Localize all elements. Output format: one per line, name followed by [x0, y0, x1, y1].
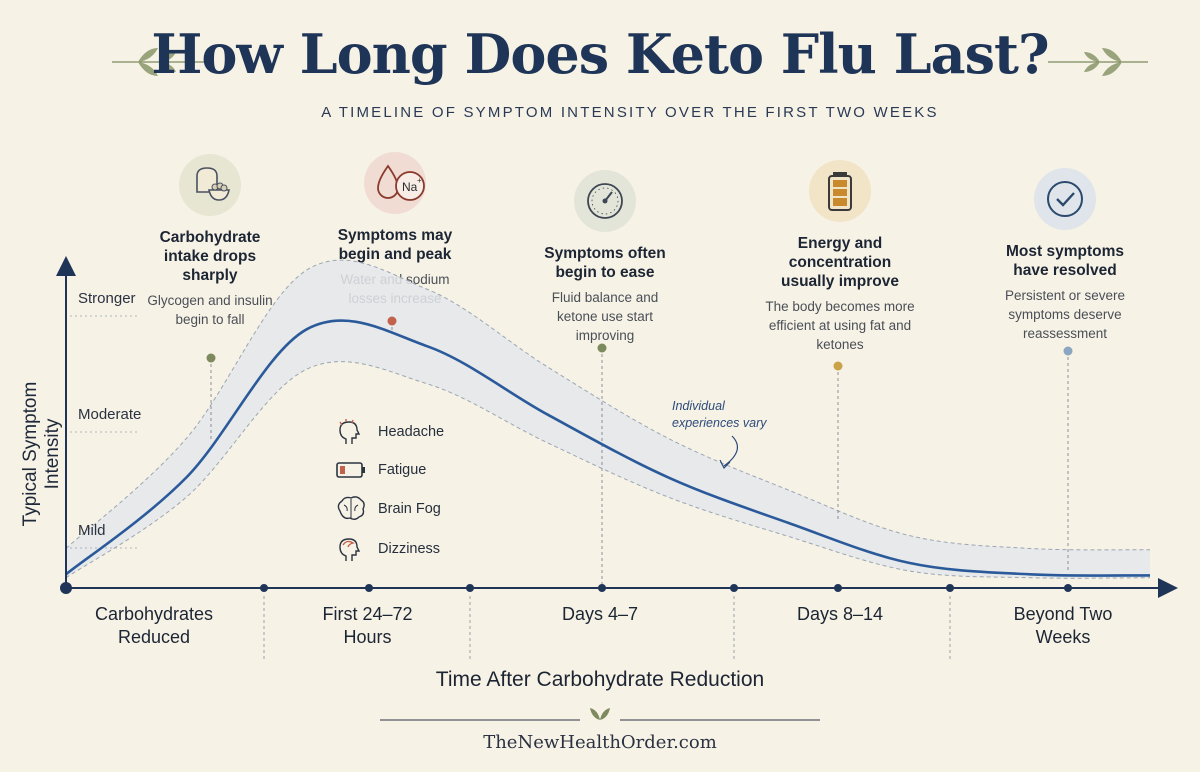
symptom-label: Fatigue: [378, 462, 427, 478]
stage-body: The body becomes more efficient at using…: [765, 299, 915, 352]
y-level-stronger: Stronger: [78, 290, 136, 307]
stage-body: Persistent or severe symptoms deserve re…: [1004, 288, 1126, 341]
svg-text:+: +: [417, 176, 422, 185]
bread-bowl-icon: [179, 154, 241, 216]
y-level-moderate: Moderate: [78, 406, 142, 423]
check-circle-icon: [1034, 168, 1096, 230]
y-axis-title: Typical Symptom Intensity: [20, 381, 63, 527]
gauge-icon: [574, 170, 636, 232]
x-label-days-4-7: Days 4–7: [561, 604, 639, 624]
stage-heading: Energy and concentration usually improve: [780, 235, 899, 290]
symptom-dizziness: Dizziness: [334, 535, 440, 563]
headache-icon: [339, 419, 361, 444]
symptom-label: Dizziness: [378, 541, 441, 557]
x-label-beyond-two-weeks: Beyond Two Weeks: [1013, 604, 1113, 647]
x-axis-tick: [598, 584, 606, 592]
water-sodium-icon: Na +: [364, 152, 426, 214]
dizziness-icon: [339, 538, 361, 561]
stage-1: Carbohydrate intake drops sharply Glycog…: [140, 154, 280, 329]
x-label-days-8-14: Days 8–14: [796, 604, 884, 624]
svg-text:Na: Na: [402, 180, 418, 194]
symptom-label: Brain Fog: [378, 501, 441, 517]
symptom-fatigue: Fatigue: [334, 456, 426, 484]
stage-marker: [387, 316, 397, 326]
symptom-label: Headache: [378, 424, 445, 440]
x-axis-tick: [730, 584, 738, 592]
stage-heading: Carbohydrate intake drops sharply: [159, 229, 261, 284]
x-axis-tick: [834, 584, 842, 592]
x-axis-tick: [1064, 584, 1072, 592]
page-title: How Long Does Keto Flu Last?: [151, 22, 1049, 86]
stage-marker: [833, 361, 843, 371]
stage-heading: Symptoms often begin to ease: [544, 245, 666, 281]
stage-marker: [206, 353, 216, 363]
stage-3: Symptoms often begin to ease Fluid balan…: [530, 170, 680, 345]
band-upper-edge: [65, 259, 1151, 551]
footer-site: TheNewHealthOrder.com: [483, 732, 717, 753]
x-label-first-24-72: First 24–72 Hours: [322, 604, 413, 647]
stage-marker: [597, 343, 607, 353]
stage-4: Energy and concentration usually improve…: [760, 160, 920, 354]
band-lower-edge: [65, 361, 1151, 579]
stage-heading: Most symptoms have resolved: [1006, 243, 1124, 279]
y-level-mild: Mild: [78, 522, 106, 539]
annotation-arrow: [723, 435, 739, 467]
page-subtitle: A TIMELINE OF SYMPTOM INTENSITY OVER THE…: [321, 104, 939, 121]
x-axis-tick: [466, 584, 474, 592]
battery-icon: [809, 160, 871, 222]
stage-body: Fluid balance and ketone use start impro…: [551, 290, 659, 343]
x-label-carbs-reduced: Carbohydrates Reduced: [94, 604, 214, 647]
x-axis-title: Time After Carbohydrate Reduction: [435, 668, 765, 691]
symptom-brain-fog: Brain Fog: [334, 495, 441, 523]
variation-annotation: Individual experiences vary: [672, 399, 767, 430]
left-sprig-icon: [112, 48, 212, 76]
symptom-curve: [65, 319, 1151, 577]
stage-body: Glycogen and insulin begin to fall: [147, 293, 273, 327]
x-axis-tick: [60, 582, 72, 594]
brain-icon: [337, 496, 365, 520]
x-axis-tick: [946, 584, 954, 592]
symptom-headache: Headache: [334, 418, 444, 446]
x-axis-tick: [260, 584, 268, 592]
uncertainty-band: [66, 260, 1150, 579]
stage-marker: [1063, 346, 1073, 356]
right-sprig-icon: [1048, 48, 1148, 76]
stage-5: Most symptoms have resolved Persistent o…: [990, 168, 1140, 343]
x-axis-tick: [365, 584, 373, 592]
battery-low-icon: [336, 462, 365, 478]
stage-heading: Symptoms may begin and peak: [337, 227, 453, 263]
footer-divider: [380, 708, 820, 721]
